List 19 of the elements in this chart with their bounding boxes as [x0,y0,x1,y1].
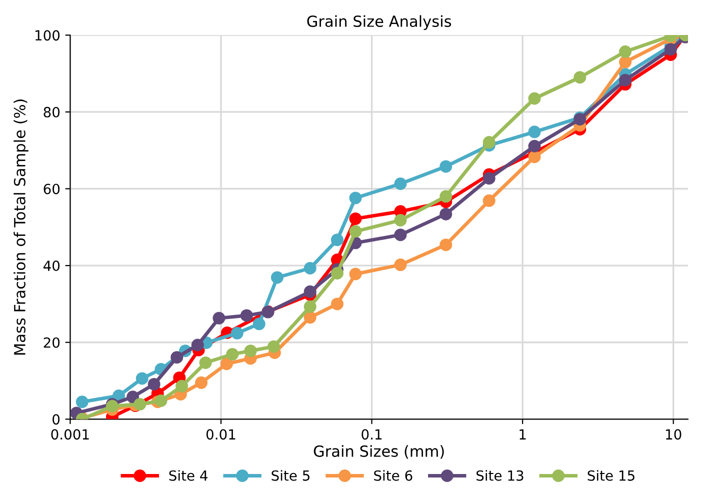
legend-label: Site 4 [169,470,208,481]
y-tick-label: 0 [52,414,60,425]
y-tick-label: 80 [44,106,60,118]
x-tick-label: 10 [666,429,682,440]
legend-label: Site 6 [374,470,412,481]
x-axis-title: Grain Sizes (mm) [314,445,444,459]
y-tick-label: 20 [44,337,60,348]
y-tick-label: 40 [43,260,60,272]
legend-label: Site 13 [476,470,524,481]
x-tick-label: 0.001 [51,429,89,440]
chart-title: Grain Size Analysis [307,15,452,30]
x-tick-label: 0.01 [206,429,236,440]
x-tick-label: 1 [520,429,526,440]
y-axis-title: Mass Fraction of Total Sample (%) [14,100,28,355]
legend-label: Site 5 [272,470,310,481]
y-tick-label: 60 [44,184,60,194]
y-tick-label: 100 [35,30,60,41]
legend-label: Site 15 [588,470,634,481]
x-tick-label: 0.1 [362,429,382,440]
